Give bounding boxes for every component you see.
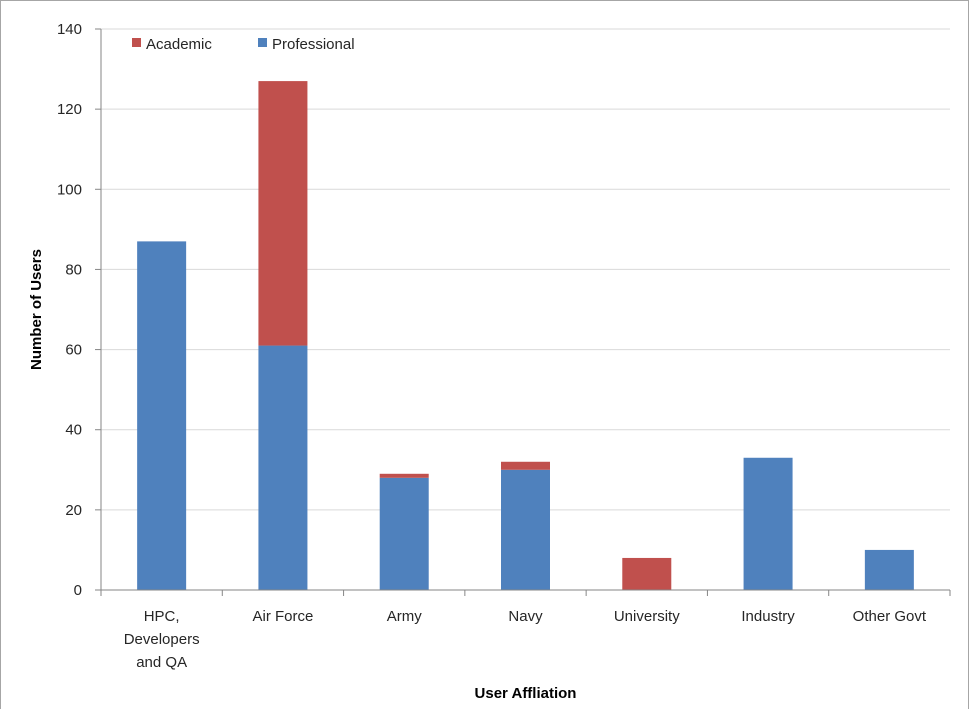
y-tick-label: 140 bbox=[57, 21, 82, 38]
axes: 0 20 40 60 80 100 120 140 HPC, Developers and QA Ai… bbox=[57, 21, 951, 671]
x-tick-label: Air Force bbox=[253, 608, 314, 625]
bar-professional-5 bbox=[743, 457, 793, 590]
y-tick-label: 80 bbox=[65, 261, 82, 278]
bar-professional-1 bbox=[258, 345, 308, 590]
bars bbox=[137, 81, 914, 590]
x-tick-label: Army bbox=[387, 608, 422, 625]
gridlines bbox=[101, 28, 950, 511]
y-tick-label: 0 bbox=[74, 582, 82, 599]
y-tick-label: 40 bbox=[65, 422, 82, 439]
bar-academic-4 bbox=[622, 557, 672, 590]
y-axis-title: Number of Users bbox=[28, 249, 45, 370]
x-tick-label: and QA bbox=[136, 654, 187, 671]
legend-label-professional: Professional bbox=[272, 36, 355, 53]
x-tick-label: HPC, bbox=[144, 608, 180, 625]
bar-professional-2 bbox=[379, 477, 429, 590]
y-tick-label: 60 bbox=[65, 342, 82, 359]
x-tick-label: Industry bbox=[741, 608, 795, 625]
legend-swatch-professional bbox=[258, 38, 267, 47]
y-tick-label: 120 bbox=[57, 101, 82, 118]
legend-swatch-academic bbox=[132, 38, 141, 47]
bar-professional-6 bbox=[864, 549, 914, 590]
x-tick-label: Navy bbox=[508, 608, 543, 625]
bar-academic-3 bbox=[501, 461, 550, 470]
bar-professional-0 bbox=[137, 241, 187, 590]
bar-academic-2 bbox=[379, 473, 429, 478]
x-tick-label: Other Govt bbox=[853, 608, 927, 625]
x-axis-title: User Affliation bbox=[475, 685, 577, 702]
y-tick-label: 100 bbox=[57, 181, 82, 198]
x-tick-label: University bbox=[614, 608, 680, 625]
x-tick-label: Developers bbox=[124, 631, 200, 648]
bar-academic-1 bbox=[258, 81, 308, 346]
y-tick-label: 20 bbox=[65, 502, 82, 519]
bar-professional-3 bbox=[501, 469, 550, 590]
legend: Academic Professional bbox=[132, 36, 355, 53]
legend-label-academic: Academic bbox=[146, 36, 212, 53]
